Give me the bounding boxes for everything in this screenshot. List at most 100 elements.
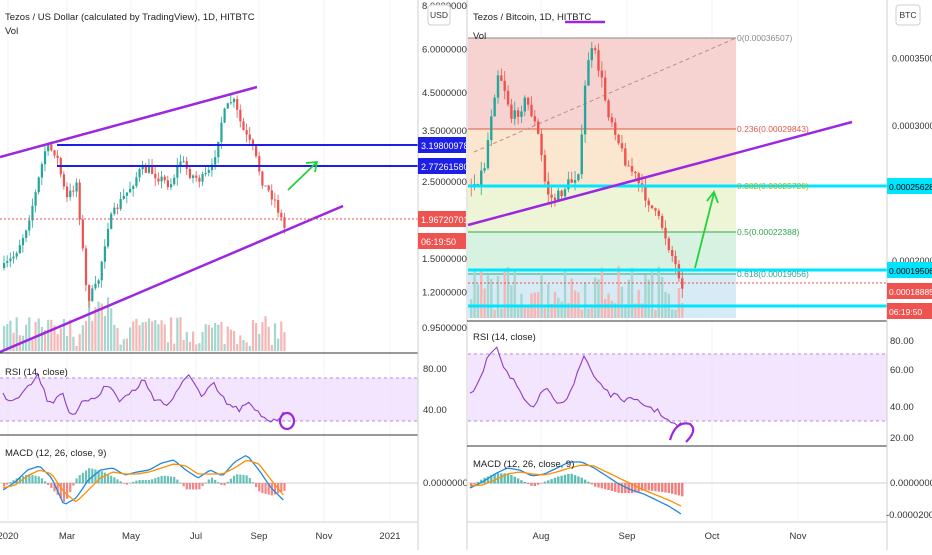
left-candle	[248, 134, 251, 140]
right-macd-hist-bar	[604, 483, 607, 490]
left-macd-tick-zero: 0.00000000	[423, 478, 473, 489]
right-volume-bar	[503, 268, 506, 318]
right-rsi-tick-20: 20.00	[890, 433, 914, 444]
left-macd-hist-bar	[9, 482, 12, 484]
right-macd-hist-bar	[530, 483, 533, 486]
right-macd-hist-bar	[537, 483, 540, 485]
left-volume-bar	[47, 319, 50, 351]
left-candle	[122, 195, 125, 200]
left-macd-hist-bar	[40, 478, 43, 484]
right-candle	[550, 194, 553, 198]
right-rsi-tick-80: 80.00	[890, 336, 914, 347]
right-price-ticks: 0.00035000 0.00030000 0.00020000	[892, 53, 932, 266]
left-candle	[91, 288, 94, 301]
left-volume-bars	[3, 297, 286, 351]
right-price-tick: 0.00035000	[892, 53, 932, 63]
left-volume-bar	[75, 345, 78, 351]
left-candle	[88, 285, 91, 301]
left-candle	[160, 176, 163, 182]
left-candle	[106, 228, 110, 247]
left-volume-bar	[173, 343, 176, 351]
left-price-badge-text: 2.77261580	[421, 162, 469, 172]
left-volume-bar	[106, 297, 110, 351]
left-background	[0, 0, 418, 550]
left-price-badge	[418, 158, 466, 174]
left-candle	[229, 102, 232, 104]
left-rsi-band	[0, 378, 418, 421]
left-macd-hist-bar	[84, 470, 88, 484]
left-volume-bar	[195, 344, 198, 351]
right-price-badge-text: 06:19:50	[889, 307, 922, 317]
left-volume-bar	[248, 345, 251, 351]
fib-label-0: 0(0.00036507)	[737, 33, 792, 43]
right-macd-hist-bar	[634, 483, 637, 493]
right-volume-bar	[557, 297, 560, 318]
left-volume-bar	[3, 326, 6, 351]
left-volume-bar	[163, 324, 166, 351]
right-volume-bar	[583, 281, 587, 318]
right-candle	[560, 190, 563, 197]
left-price-tick: 0.95000000	[422, 323, 472, 334]
left-volume-bar	[239, 335, 242, 351]
left-candle	[232, 99, 236, 103]
left-candle	[138, 169, 141, 178]
left-volume-bar	[125, 338, 129, 351]
left-macd-hist-bar	[273, 483, 277, 495]
left-projection-arrow	[287, 162, 317, 191]
right-macd-hist-bar	[540, 483, 543, 484]
left-macd-hist-bar	[166, 476, 169, 484]
left-volume-bar	[59, 328, 62, 351]
right-macd-hist-bar	[523, 481, 526, 484]
left-candle	[201, 174, 204, 182]
left-volume-bar	[283, 332, 286, 351]
right-volume-bar	[543, 307, 547, 318]
fib-zone-05-0618	[468, 232, 736, 274]
right-macd-hist-bar	[520, 480, 523, 484]
right-candle	[681, 278, 684, 289]
left-macd-hist-bar	[242, 474, 245, 484]
left-volume-bar	[56, 334, 59, 351]
right-candle	[650, 205, 654, 209]
right-macd-hist-bar	[573, 475, 577, 484]
right-candle	[590, 48, 593, 61]
left-macd-hist-bar	[106, 474, 110, 484]
right-macd-hist-bar	[506, 473, 510, 484]
left-volume-bar	[242, 339, 245, 351]
left-volume-bar	[264, 316, 267, 351]
right-macd-hist-bar	[473, 483, 476, 485]
right-volume-bar	[547, 284, 550, 318]
left-volume-bar	[147, 318, 151, 351]
right-volume-bar	[614, 303, 617, 318]
left-candle	[56, 155, 59, 158]
right-volume-bar	[500, 308, 503, 318]
left-volume-bar	[207, 324, 210, 351]
left-price-tick: 4.50000000	[422, 88, 472, 99]
left-time-label: 2021	[379, 531, 400, 542]
right-macd-histogram	[470, 473, 684, 497]
left-macd-hist-bar	[198, 483, 201, 490]
left-macd-hist-bar	[207, 479, 210, 484]
right-volume-bar	[513, 268, 516, 318]
left-candle	[125, 192, 129, 196]
right-chart-title: Tezos / Bitcoin, 1D, HITBTC	[473, 12, 591, 23]
right-macd-hist-bar	[493, 473, 496, 484]
left-candle	[50, 144, 53, 151]
right-candle	[671, 249, 674, 257]
left-candle	[113, 207, 116, 214]
right-macd-hist-bar	[590, 483, 593, 485]
left-candle	[18, 245, 21, 254]
right-candle	[520, 111, 523, 117]
left-candle	[12, 256, 15, 259]
left-volume-bar	[129, 327, 132, 351]
right-candle	[543, 155, 547, 182]
right-volume-bar	[567, 302, 570, 318]
right-macd-hist-bar	[476, 481, 480, 484]
left-price-tick: 2.50000000	[422, 177, 472, 188]
left-macd-hist-bar	[248, 478, 251, 484]
left-volume-bar	[50, 319, 53, 351]
left-volume-bar	[78, 334, 81, 351]
left-candle	[255, 145, 258, 157]
left-volume-bar	[273, 323, 277, 351]
left-candle	[176, 165, 179, 178]
left-macd-hist-bar	[239, 474, 242, 484]
